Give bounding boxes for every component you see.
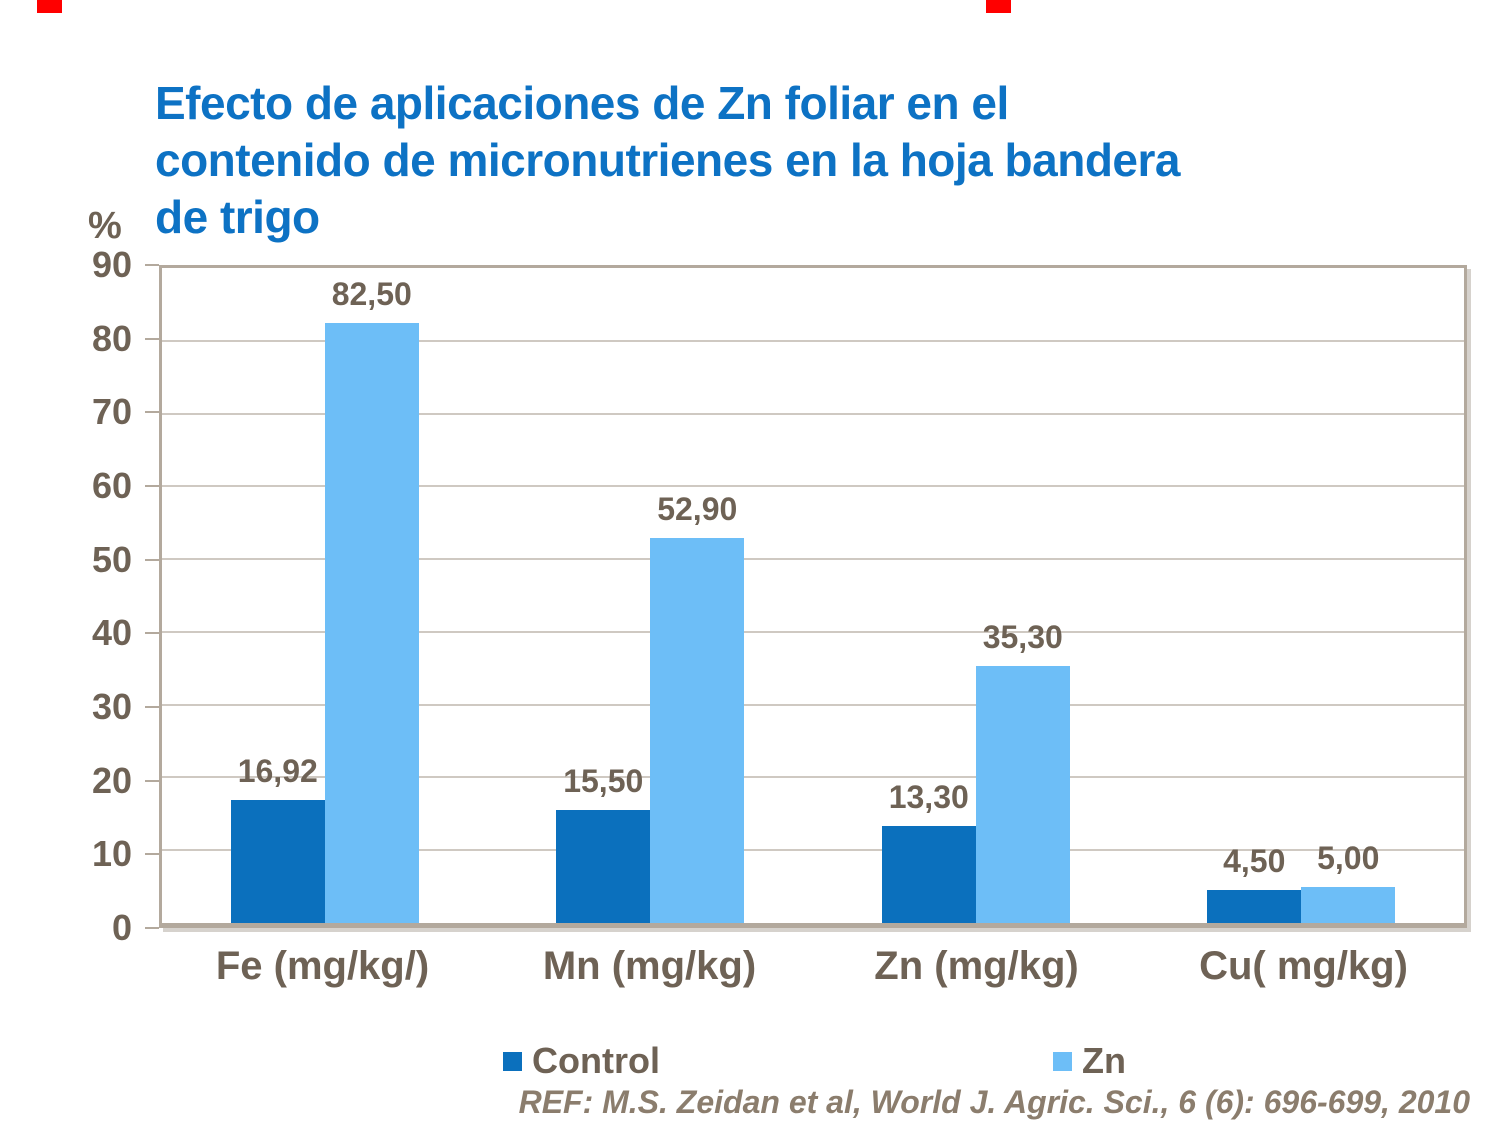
bar-zn-1: 52,90: [650, 491, 745, 923]
bar-zn-3: 5,00: [1301, 840, 1396, 923]
plot-area: 16,92 82,50 15,50 52,90 13,30 35,30 4,50 5,00: [159, 265, 1467, 928]
y-tick-mark-50: [145, 558, 159, 561]
bar-group-Fe (mg/kg/): 16,92 82,50: [162, 268, 488, 923]
legend-swatch-control: [503, 1051, 522, 1071]
y-tick-mark-70: [145, 411, 159, 414]
bar-group-Zn (mg/kg): 13,30 35,30: [813, 268, 1139, 923]
bar-zn-0: 82,50: [324, 276, 419, 923]
red-corner-mark-left: [37, 0, 62, 13]
bar-control-2: 13,30: [881, 779, 976, 923]
y-tick-mark-10: [145, 853, 159, 856]
x-axis-category-labels: Fe (mg/kg/) Mn (mg/kg) Zn (mg/kg) Cu( mg/kg…: [159, 944, 1467, 989]
gridline-70: [162, 412, 1464, 415]
gridline-10: [162, 849, 1464, 852]
category-label-3: Cu( mg/kg): [1199, 944, 1408, 988]
y-tick-label-70: 70: [91, 391, 132, 433]
y-tick-mark-0: [145, 927, 159, 929]
y-tick-label-30: 30: [91, 686, 132, 727]
category-label-0: Fe (mg/kg/): [215, 944, 430, 988]
y-axis-tick-marks: [145, 264, 159, 929]
bar-value-label: 4,50: [1223, 843, 1286, 880]
y-tick-mark-20: [145, 779, 159, 782]
y-tick-label-10: 10: [91, 833, 132, 875]
bar-value-label: 15,50: [563, 763, 644, 800]
y-tick-mark-80: [145, 337, 159, 340]
legend-item-zn: Zn: [1053, 1040, 1126, 1082]
bar-value-label: 35,30: [982, 619, 1063, 656]
bar-control-0: 16,92: [230, 753, 325, 923]
reference-citation: REF: M.S. Zeidan et al, World J. Agric. …: [518, 1084, 1470, 1120]
bar-control-3: 4,50: [1207, 843, 1302, 923]
legend-label-zn: Zn: [1082, 1040, 1126, 1081]
y-tick-mark-90: [145, 264, 159, 266]
y-tick-label-20: 20: [91, 759, 132, 801]
y-tick-label-60: 60: [91, 465, 132, 506]
bar-group-Cu( mg/kg): 4,50 5,00: [1139, 268, 1465, 923]
gridline-60: [162, 485, 1464, 488]
chart-title: Efecto de aplicaciones de Zn foliar en e…: [155, 76, 1180, 243]
y-tick-mark-60: [145, 485, 159, 487]
y-tick-mark-30: [145, 706, 159, 708]
bar-control-1: 15,50: [556, 763, 651, 923]
bar-value-label: 5,00: [1317, 839, 1380, 876]
y-axis-tick-labels: 90 80 70 60 50 40 30 20 10 0: [20, 244, 132, 948]
bar-value-label: 16,92: [237, 752, 318, 789]
legend-item-control: Control: [503, 1040, 660, 1082]
bar-value-label: 13,30: [888, 779, 969, 816]
legend-label-control: Control: [532, 1040, 660, 1081]
gridline-20: [162, 776, 1464, 779]
gridline-30: [162, 703, 1464, 706]
y-tick-label-50: 50: [91, 538, 132, 580]
gridline-80: [162, 339, 1464, 342]
y-tick-label-90: 90: [91, 244, 132, 285]
y-tick-mark-40: [145, 632, 159, 635]
y-tick-label-80: 80: [91, 317, 132, 359]
y-axis-unit-label: %: [88, 205, 122, 247]
bar-group-Mn (mg/kg): 15,50 52,90: [488, 268, 814, 923]
category-label-2: Zn (mg/kg): [874, 944, 1079, 988]
gridline-40: [162, 630, 1464, 633]
bar-groups: 16,92 82,50 15,50 52,90 13,30 35,30 4,50 5,00: [162, 268, 1464, 923]
legend-swatch-zn: [1053, 1051, 1072, 1071]
bar-zn-2: 35,30: [975, 619, 1070, 923]
y-tick-label-40: 40: [91, 612, 132, 654]
y-tick-label-0: 0: [111, 907, 132, 948]
category-label-1: Mn (mg/kg): [542, 944, 757, 988]
gridline-50: [162, 558, 1464, 561]
bar-value-label: 82,50: [331, 275, 412, 312]
bar-value-label: 52,90: [657, 491, 738, 528]
red-corner-mark-right: [986, 0, 1011, 13]
